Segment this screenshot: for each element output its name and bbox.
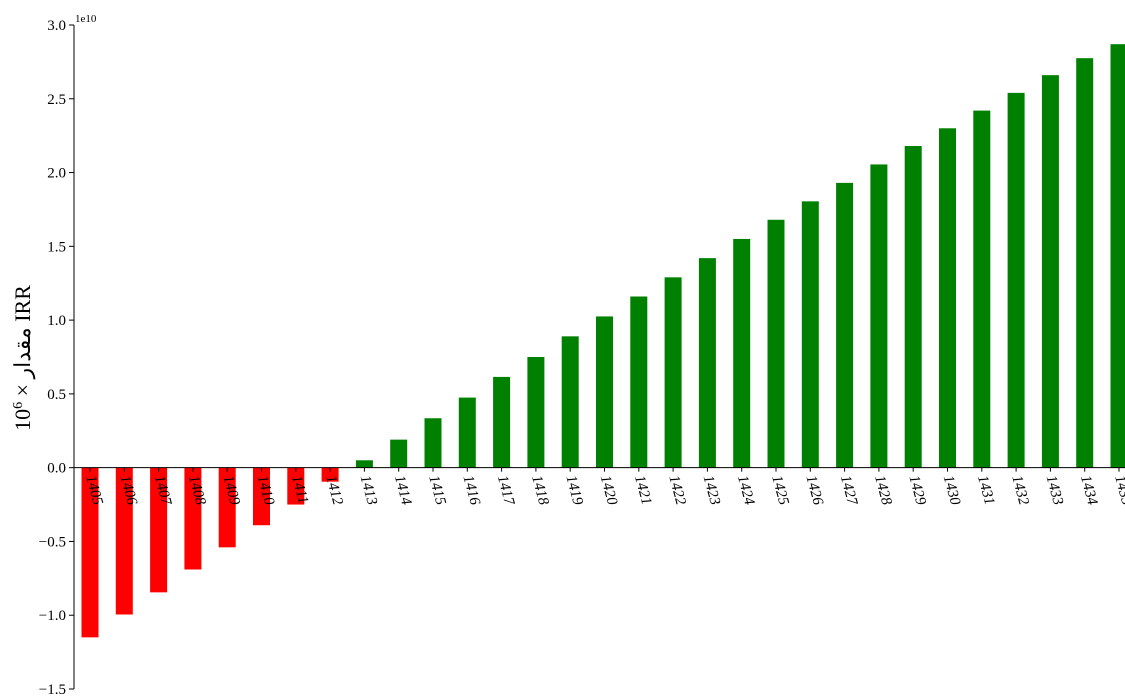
x-tick-label-1422: 1422 [665, 474, 688, 508]
x-tick-label-1415: 1415 [425, 474, 448, 508]
bar-1430 [939, 128, 956, 468]
x-axis [74, 467, 1125, 472]
y-tick-label: 2.5 [47, 92, 66, 108]
y-axis-label: مقدار × 106 IRR [10, 285, 36, 431]
x-tick-label-1411: 1411 [288, 474, 311, 506]
bar-1405 [81, 467, 99, 638]
bar-1425 [767, 219, 785, 468]
y-tick-label: 0.5 [47, 387, 66, 403]
bar-1411 [287, 467, 305, 505]
x-tick-label-1426: 1426 [803, 474, 826, 508]
x-tick-label-1419: 1419 [562, 474, 585, 508]
x-tick-label-1410: 1410 [254, 474, 277, 508]
x-tick-label-1416: 1416 [460, 474, 483, 508]
bar-1410 [253, 467, 270, 526]
axis-offset-label: 1e10 [75, 13, 97, 25]
x-tick-label-1414: 1414 [391, 474, 414, 508]
x-tick-label-1428: 1428 [871, 474, 894, 508]
y-tick-label: 1.5 [47, 239, 66, 255]
x-tick-label-1427: 1427 [837, 474, 861, 509]
x-tick-label-1413: 1413 [357, 474, 380, 507]
x-tick-label-1423: 1423 [700, 474, 723, 507]
bar-1424 [733, 238, 751, 468]
category-labels: 1405 1406 1407 1408 1409 1410 1411 1412 1413 1414… [82, 474, 1125, 509]
bar-1416 [458, 397, 476, 468]
x-tick-label-1432: 1432 [1008, 474, 1031, 508]
bar-1414 [390, 439, 408, 468]
y-tick-label: −1.0 [39, 608, 66, 624]
bar-1432 [1007, 92, 1025, 468]
x-tick-label-1429: 1429 [905, 474, 928, 508]
bar-1426 [801, 201, 819, 468]
x-tick-label-1405: 1405 [82, 474, 105, 508]
bar-1413 [355, 460, 373, 468]
bar-1433 [1041, 75, 1059, 468]
bar-1428 [870, 164, 888, 468]
x-tick-label-1434: 1434 [1077, 474, 1100, 508]
y-tick-label: 2.0 [47, 166, 66, 182]
bar-1412 [321, 467, 339, 482]
x-tick-label-1409: 1409 [219, 474, 242, 508]
bar-1429 [904, 146, 922, 468]
x-tick-label-1424: 1424 [734, 474, 757, 508]
bar-1417 [493, 376, 511, 468]
x-tick-label-1431: 1431 [974, 474, 997, 507]
x-tick-label-1421: 1421 [631, 474, 654, 507]
y-axis-label-text: مقدار × 10 [10, 327, 36, 431]
x-tick-label-1417: 1417 [494, 474, 518, 509]
y-tick-label: 1.0 [47, 313, 66, 329]
bar-1407 [150, 467, 168, 593]
bar-1419 [561, 336, 579, 468]
x-tick-label-1407: 1407 [151, 474, 175, 509]
bar-1409 [218, 467, 236, 548]
x-tick-label-1435: 1435 [1111, 474, 1125, 508]
x-tick-label-1433: 1433 [1043, 474, 1066, 507]
bar-1427 [836, 182, 854, 468]
bars-group [81, 44, 1125, 638]
x-tick-label-1430: 1430 [940, 474, 963, 508]
x-tick-label-1425: 1425 [768, 474, 791, 508]
y-tick-label: −1.5 [39, 682, 66, 698]
x-tick-label-1418: 1418 [528, 474, 551, 508]
bar-1421 [630, 296, 648, 468]
y-tick-label: 0.0 [47, 461, 66, 477]
bar-1420 [596, 316, 613, 468]
bar-1434 [1076, 58, 1094, 468]
x-tick-label-1408: 1408 [185, 474, 208, 508]
bar-1431 [973, 110, 991, 468]
bar-1415 [424, 418, 442, 468]
bar-1435 [1110, 44, 1125, 468]
bar-1406 [115, 467, 133, 615]
y-axis-label-superscript: 6 [11, 402, 26, 409]
x-tick-label-1412: 1412 [322, 474, 345, 508]
bar-1423 [698, 258, 716, 468]
bar-1422 [664, 277, 682, 468]
bar-1408 [184, 467, 202, 570]
y-axis-label-unit-text: IRR [10, 285, 35, 322]
bar-1418 [527, 357, 545, 468]
x-tick-label-1406: 1406 [117, 474, 140, 508]
y-axis: −1.5 −1.0 −0.5 0.0 0.5 1.0 1.5 2.0 2.5 3.0 [39, 18, 75, 698]
y-tick-label: 3.0 [47, 18, 66, 34]
x-tick-label-1420: 1420 [597, 474, 620, 508]
y-tick-label: −0.5 [39, 534, 66, 550]
